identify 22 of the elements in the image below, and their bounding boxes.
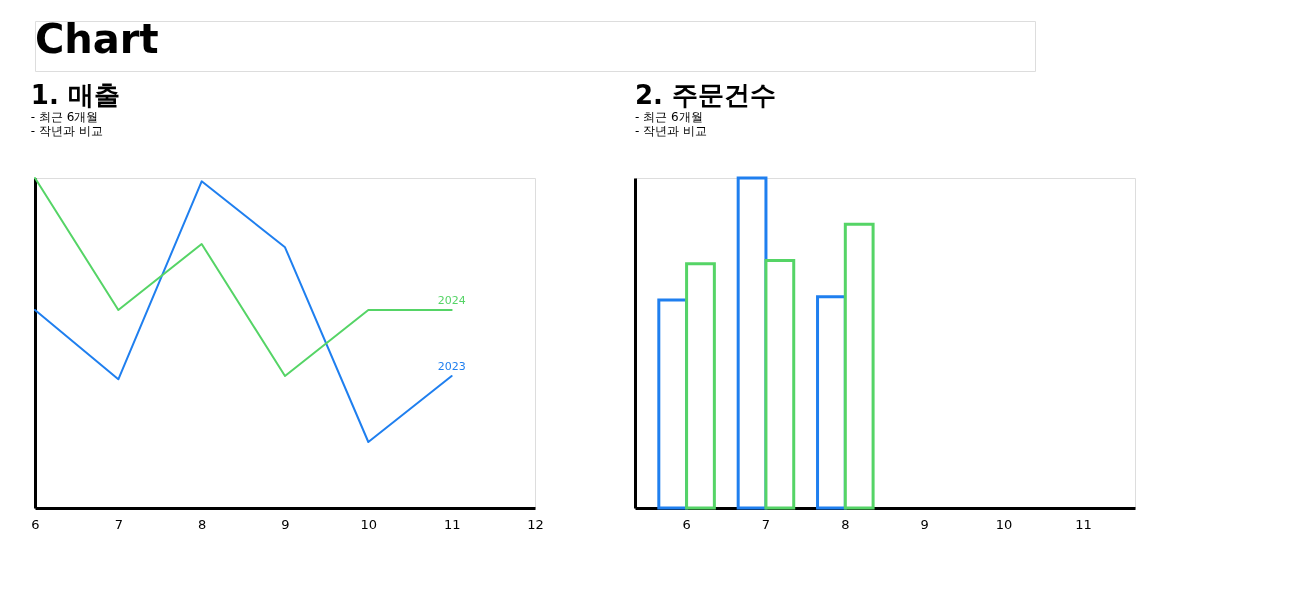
x-tick-label: 10 — [360, 516, 378, 532]
x-tick-label: 11 — [1075, 516, 1092, 532]
x-tick-label: 8 — [198, 516, 207, 532]
x-tick-label: 9 — [281, 516, 290, 532]
x-tick-label: 12 — [527, 516, 544, 532]
x-tick-label: 6 — [31, 516, 40, 532]
text: - 최근 6개월 — [635, 109, 703, 124]
x-tick-label: 9 — [920, 516, 929, 532]
series-label: 2024 — [437, 294, 466, 307]
chart-title: 1. 매출 — [30, 80, 120, 110]
text: - 작년과 비교 — [30, 124, 103, 138]
x-tick-label: 10 — [995, 516, 1013, 532]
x-tick-label: 11 — [443, 516, 461, 532]
series-label: 2023 — [437, 360, 466, 373]
text: - 최근 6개월 — [30, 110, 99, 124]
x-tick-label: 7 — [761, 516, 771, 532]
chart-title: 2. 주문건수 — [635, 79, 777, 110]
x-tick-label: 7 — [114, 516, 123, 532]
x-tick-label: 6 — [682, 516, 691, 532]
x-tick-label: 8 — [841, 516, 850, 532]
text: - 작년과 비교 — [635, 123, 707, 138]
text: Chart — [35, 16, 159, 62]
